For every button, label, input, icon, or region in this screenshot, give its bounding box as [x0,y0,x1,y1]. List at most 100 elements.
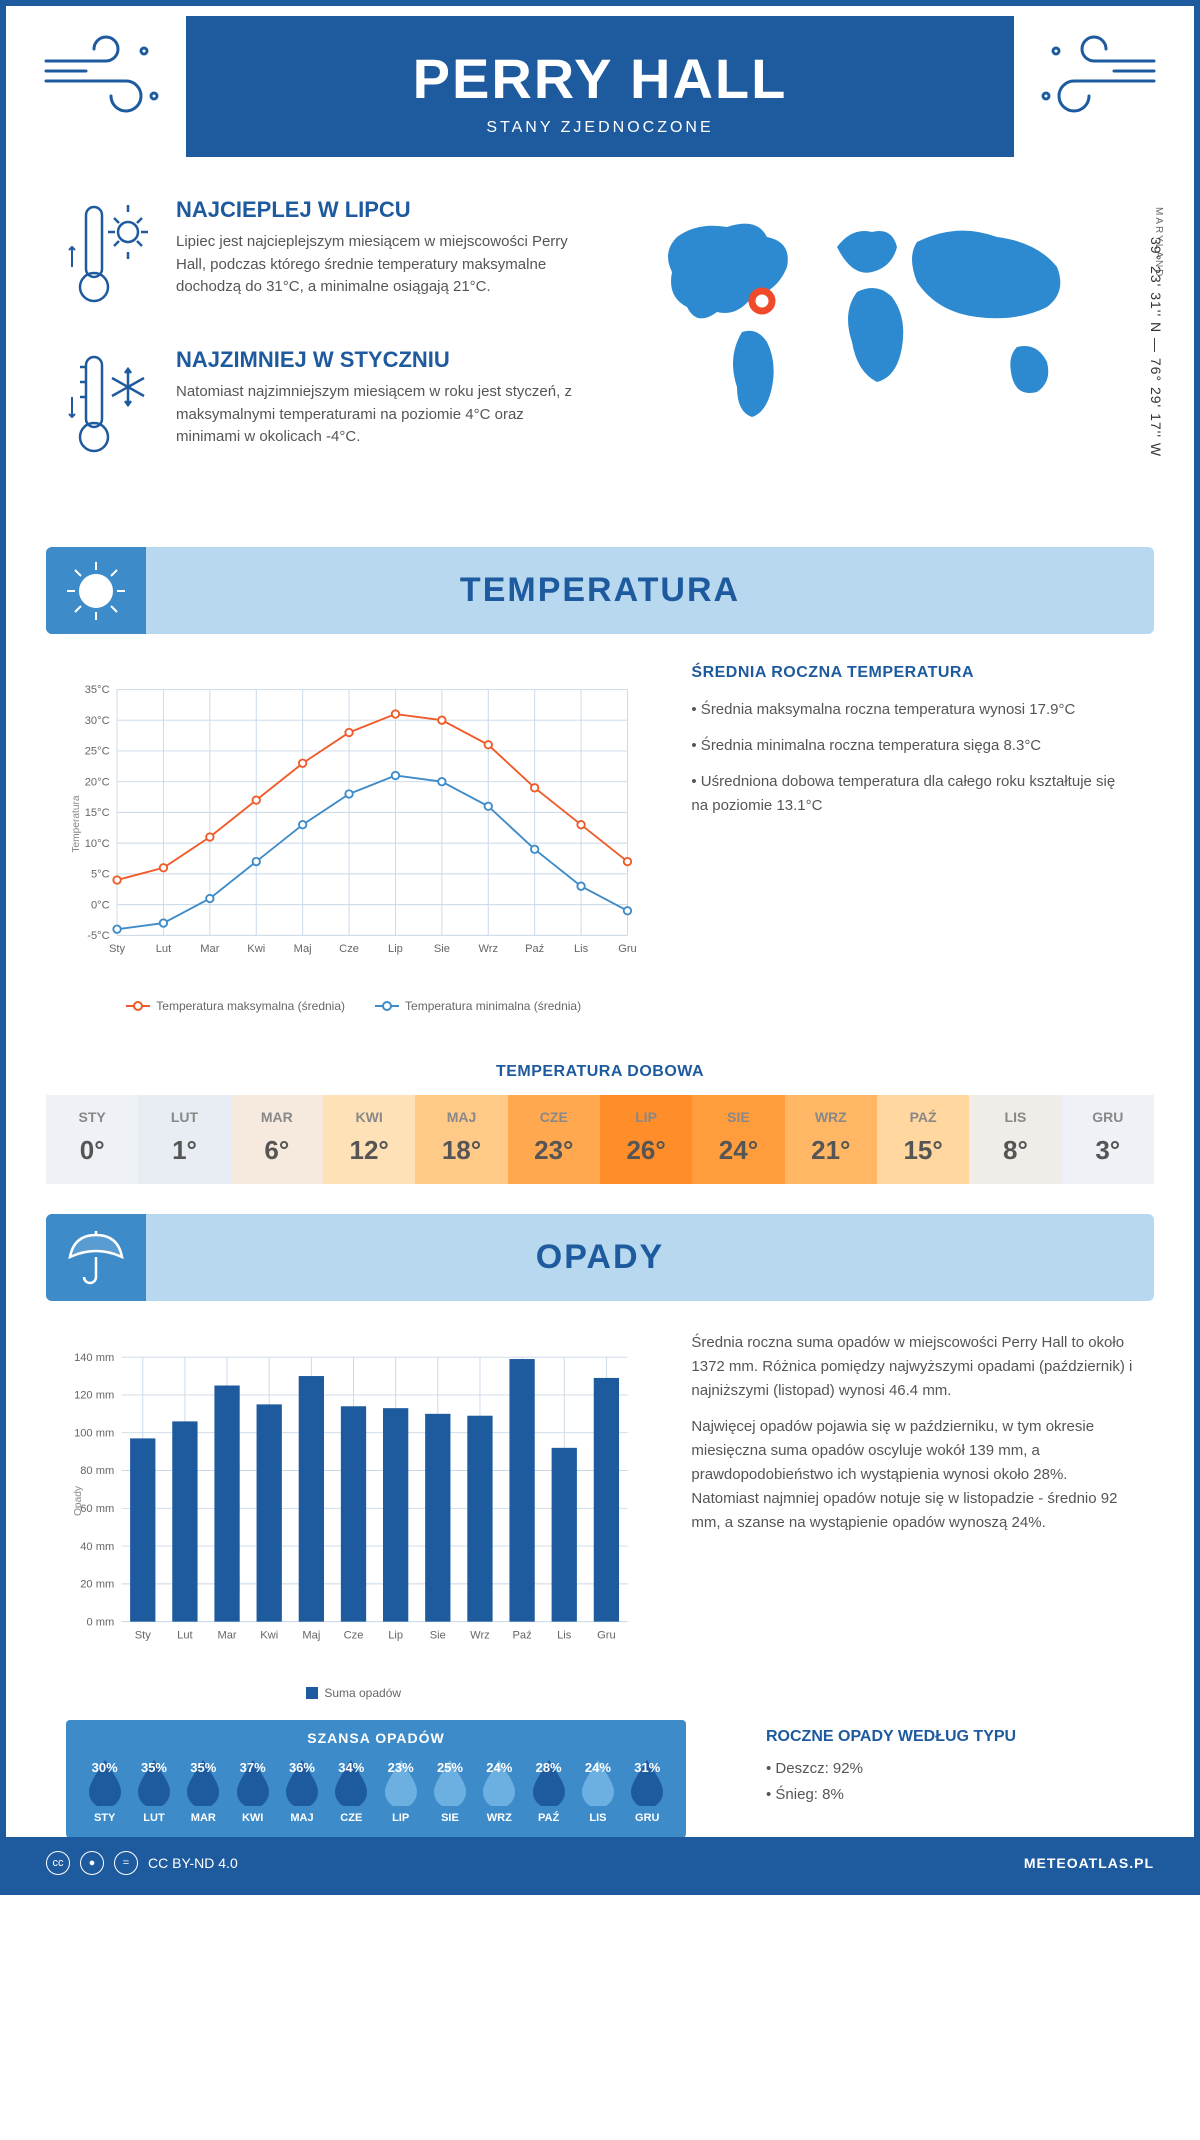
temp-summary-b1: • Średnia maksymalna roczna temperatura … [691,698,1134,722]
by-icon: ● [80,1851,104,1875]
month-abbr: LUT [142,1109,226,1125]
month-abbr: LIS [973,1109,1057,1125]
precip-type-title: ROCZNE OPADY WEDŁUG TYPU [766,1728,1134,1746]
svg-text:Lut: Lut [177,1629,193,1641]
month-temp: 1° [142,1135,226,1166]
svg-text:30°C: 30°C [85,715,110,727]
chance-drop: 37%KWI [228,1756,277,1824]
svg-text:Maj: Maj [294,943,312,955]
precip-section-header: OPADY [46,1214,1154,1301]
world-map [620,197,1134,457]
chance-drop: 35%LUT [129,1756,178,1824]
thermometer-cold-icon [66,347,156,467]
month-abbr: GRU [1066,1109,1150,1125]
svg-text:Paź: Paź [513,1629,533,1641]
warmest-block: NAJCIEPLEJ W LIPCU Lipiec jest najcieple… [66,197,580,317]
chance-drop: 34%CZE [327,1756,376,1824]
chance-drop: 31%GRU [623,1756,672,1824]
svg-text:Kwi: Kwi [260,1629,278,1641]
legend-max: Temperatura maksymalna (średnia) [126,999,345,1013]
page-footer: cc ● = CC BY-ND 4.0 METEOATLAS.PL [6,1837,1194,1889]
temperature-title: TEMPERATURA [70,571,1130,610]
svg-text:15°C: 15°C [85,807,110,819]
month-abbr: SIE [696,1109,780,1125]
drop-pct: 31% [634,1760,660,1775]
svg-text:Gru: Gru [597,1629,616,1641]
svg-text:60 mm: 60 mm [80,1503,114,1515]
svg-text:Sty: Sty [109,943,126,955]
chance-drop: 24%LIS [573,1756,622,1824]
month-temp: 18° [419,1135,503,1166]
month-cell: CZE23° [508,1095,600,1184]
temperature-line-chart: -5°C0°C5°C10°C15°C20°C25°C30°C35°CStyLut… [66,664,641,984]
precip-type-rain: • Deszcz: 92% [766,1756,1134,1782]
intro-section: NAJCIEPLEJ W LIPCU Lipiec jest najcieple… [6,157,1194,527]
svg-text:Lip: Lip [388,1629,403,1641]
month-abbr: PAŹ [881,1109,965,1125]
chance-drop: 30%STY [80,1756,129,1824]
month-temp: 12° [327,1135,411,1166]
coords-label: 39° 23' 31'' N — 76° 29' 17'' W [1148,237,1164,457]
svg-text:10°C: 10°C [85,838,110,850]
chance-drops-row: 30%STY35%LUT35%MAR37%KWI36%MAJ34%CZE23%L… [80,1756,672,1824]
chance-drop: 28% PAŹ [524,1756,573,1824]
page-subtitle: STANY ZJEDNOCZONE [206,119,994,137]
svg-text:Cze: Cze [344,1629,364,1641]
warmest-text: NAJCIEPLEJ W LIPCU Lipiec jest najcieple… [176,197,580,317]
temp-summary-title: ŚREDNIA ROCZNA TEMPERATURA [691,664,1134,682]
precip-bar-chart: 0 mm20 mm40 mm60 mm80 mm100 mm120 mm140 … [66,1331,641,1671]
chance-drop: 24%WRZ [475,1756,524,1824]
month-abbr: WRZ [789,1109,873,1125]
precip-p1: Średnia roczna suma opadów w miejscowośc… [691,1331,1134,1403]
svg-text:Wrz: Wrz [470,1629,490,1641]
month-cell: KWI12° [323,1095,415,1184]
thermometer-hot-icon [66,197,156,317]
svg-text:140 mm: 140 mm [74,1352,114,1364]
drop-pct: 25% [437,1760,463,1775]
month-cell: LIS8° [969,1095,1061,1184]
precip-p2: Najwięcej opadów pojawia się w październ… [691,1415,1134,1535]
month-temp: 26° [604,1135,688,1166]
precip-chart-area: 0 mm20 mm40 mm60 mm80 mm100 mm120 mm140 … [66,1331,641,1700]
svg-text:Mar: Mar [200,943,219,955]
drop-month: SIE [425,1812,474,1824]
svg-text:Temperatura: Temperatura [71,795,82,853]
wind-icon-right [1024,26,1164,126]
svg-text:40 mm: 40 mm [80,1541,114,1553]
chance-drop: 25% SIE [425,1756,474,1824]
chance-title: SZANSA OPADÓW [80,1730,672,1746]
legend-precip-swatch [306,1687,318,1699]
legend-precip: Suma opadów [306,1686,401,1700]
svg-text:0 mm: 0 mm [86,1616,114,1628]
month-cell: MAR6° [231,1095,323,1184]
umbrella-icon [46,1214,146,1301]
svg-text:Lis: Lis [574,943,589,955]
drop-pct: 23% [388,1760,414,1775]
legend-min-label: Temperatura minimalna (średnia) [405,999,581,1013]
temp-summary-b3: • Uśredniona dobowa temperatura dla całe… [691,770,1134,818]
month-cell: WRZ 21° [785,1095,877,1184]
month-cell: GRU3° [1062,1095,1154,1184]
month-cell: LUT 1° [138,1095,230,1184]
drop-month: STY [80,1812,129,1824]
warmest-title: NAJCIEPLEJ W LIPCU [176,197,580,223]
svg-text:100 mm: 100 mm [74,1427,114,1439]
month-cell: SIE24° [692,1095,784,1184]
precip-type-snow: • Śnieg: 8% [766,1782,1134,1808]
temperature-body: -5°C0°C5°C10°C15°C20°C25°C30°C35°CStyLut… [6,634,1194,1043]
precip-body: 0 mm20 mm40 mm60 mm80 mm100 mm120 mm140 … [6,1301,1194,1710]
legend-precip-label: Suma opadów [324,1686,401,1700]
svg-text:Sty: Sty [135,1629,152,1641]
footer-license: cc ● = CC BY-ND 4.0 [46,1851,238,1875]
svg-text:Gru: Gru [618,943,637,955]
drop-month: LIS [573,1812,622,1824]
month-temp: 21° [789,1135,873,1166]
warmest-desc: Lipiec jest najcieplejszym miesiącem w m… [176,231,580,299]
precip-chance-strip: SZANSA OPADÓW 30%STY35%LUT35%MAR37%KWI36… [66,1720,686,1838]
map-column: MARYLAND 39° 23' 31'' N — 76° 29' 17'' W [620,197,1134,497]
footer-site: METEOATLAS.PL [1024,1855,1154,1871]
drop-month: PAŹ [524,1812,573,1824]
drop-pct: 28% [536,1760,562,1775]
month-temp: 15° [881,1135,965,1166]
month-cell: MAJ18° [415,1095,507,1184]
